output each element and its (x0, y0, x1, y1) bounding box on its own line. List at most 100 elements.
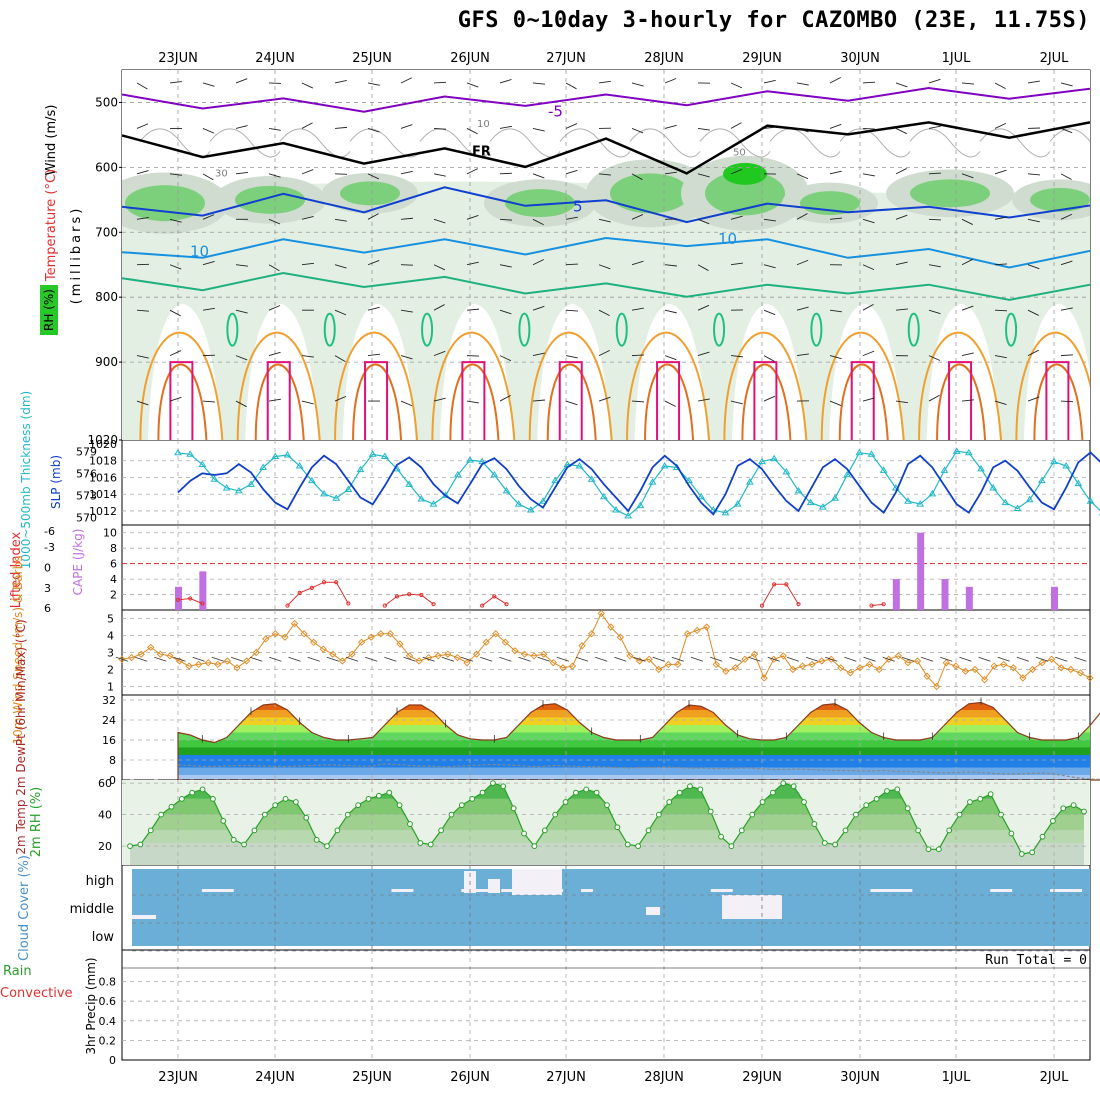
wind-barb (301, 169, 314, 175)
rh-marker (998, 811, 1004, 818)
rh-shade-high (235, 185, 305, 214)
series-thickness (177, 450, 1100, 517)
rh-marker (438, 827, 444, 834)
slp-tick: 1012 (89, 505, 117, 518)
rh-marker (479, 789, 486, 796)
isotherm-20 (918, 331, 1003, 440)
wind-marker (990, 662, 998, 670)
wind-barb (730, 168, 743, 175)
wind-marker (444, 650, 452, 658)
wind-barb (136, 400, 149, 406)
wind-marker (262, 635, 270, 643)
wind-barb (1060, 260, 1073, 266)
wind-barb (367, 127, 380, 133)
thickness-marker (283, 451, 292, 458)
wind-barb (994, 122, 1007, 129)
rh-marker (261, 811, 268, 818)
temp-tick: 0 (109, 774, 116, 787)
thickness-marker (502, 486, 511, 494)
rh-marker (355, 802, 362, 809)
wind-barb (235, 125, 248, 129)
wind-barb (631, 307, 644, 311)
rh-marker (230, 836, 237, 843)
wind-barb (763, 79, 776, 84)
cape-tick: 4 (110, 573, 117, 586)
wind-barb (664, 264, 677, 267)
date-label-top: 1JUL (942, 51, 972, 66)
wind-marker (1000, 660, 1008, 669)
wind-barb (796, 173, 809, 180)
thickness-marker (526, 506, 535, 513)
ylabel-precip: 3hr Precip (mm) (84, 957, 98, 1054)
cloud-cell-high (581, 889, 594, 892)
rh-marker (770, 789, 776, 796)
wind-barb (433, 350, 446, 357)
rh-contour (979, 128, 1051, 158)
thickness-marker (1037, 476, 1046, 484)
date-label-bottom: 24JUN (255, 1070, 295, 1085)
isotherm-25 (741, 363, 792, 440)
isotherm-loop (226, 312, 239, 347)
thickness-marker (259, 463, 268, 470)
temp-band (178, 701, 1090, 703)
wind-barb (796, 306, 809, 311)
wind-barb (895, 261, 908, 266)
wind-marker (1048, 655, 1056, 663)
rh-marker (842, 827, 849, 834)
thickness-marker (551, 476, 560, 484)
surface-wind-barb (614, 656, 627, 662)
wind-barb (796, 353, 809, 357)
thickness-marker (1025, 495, 1034, 503)
thickness-marker (429, 500, 438, 507)
wind-barb (1060, 307, 1073, 311)
isotherm-20 (1015, 331, 1090, 440)
rh-marker (728, 843, 735, 850)
surface-wind-barb (901, 656, 915, 662)
rh-marker (946, 827, 953, 834)
wind-barb (1027, 173, 1040, 176)
label-5: 5 (573, 198, 583, 216)
rh-shade-high (1030, 187, 1090, 212)
thickness-tick: 576 (76, 467, 97, 480)
rh-marker (676, 789, 683, 796)
surface-wind-barb (384, 656, 397, 662)
rh-marker (801, 799, 807, 805)
lifted-index-marker (759, 603, 765, 608)
rh-marker (935, 846, 942, 853)
date-label-bottom: 27JUN (546, 1070, 586, 1085)
surface-wind-barb (997, 656, 1010, 662)
date-label-bottom: 2JUL (1040, 1070, 1070, 1085)
wind-marker (913, 657, 922, 665)
series-slp (177, 451, 1100, 516)
wind-barb (895, 82, 908, 88)
wind-barb (697, 351, 710, 357)
wind-marker (597, 609, 605, 618)
wind-barb (796, 213, 808, 220)
rh-marker (738, 827, 745, 834)
rh-marker (624, 841, 631, 848)
rh-marker (832, 841, 839, 848)
rh-marker (500, 783, 507, 790)
wind-barb (829, 400, 842, 406)
rh-marker (604, 802, 610, 809)
wind-marker (837, 664, 845, 672)
cloud-cell-high (501, 889, 514, 892)
rh-marker (884, 788, 890, 794)
wind-barb (532, 259, 544, 266)
surface-wind-barb (959, 656, 972, 662)
thickness-marker (831, 494, 839, 501)
thickness-marker (855, 448, 864, 456)
rh-marker (210, 795, 216, 802)
wind-marker (798, 662, 807, 670)
wind-marker (741, 655, 749, 663)
wind-marker (578, 642, 586, 650)
ylabel-2m-rh: 2m RH (%) (29, 787, 44, 858)
surface-wind-barb (710, 656, 723, 662)
rh-marker (241, 841, 247, 848)
date-label-bottom: 29JUN (742, 1070, 782, 1085)
isotherm-20 (236, 331, 321, 440)
wind-barb (466, 214, 479, 220)
wind-barb (1094, 265, 1100, 266)
wind-barb (565, 309, 579, 312)
cloud-block (132, 915, 156, 919)
